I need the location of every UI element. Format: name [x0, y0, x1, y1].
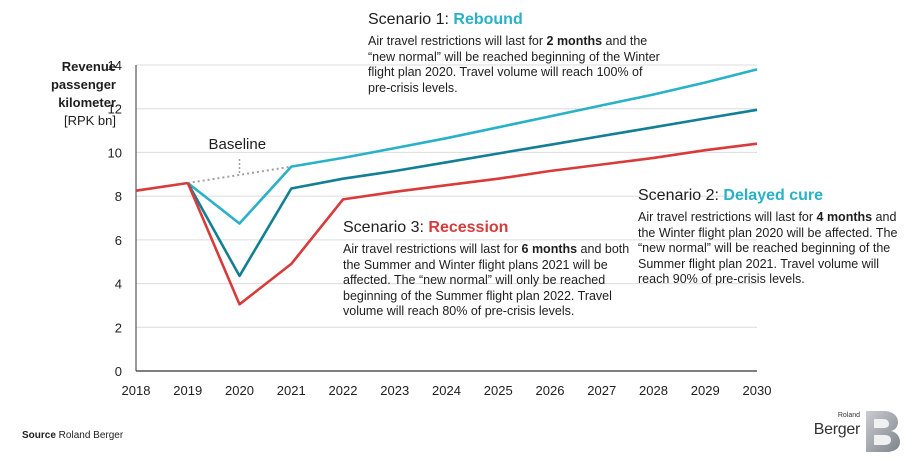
- y-axis-unit: [RPK bn]: [63, 113, 116, 128]
- scenario-2-duration: 4 months: [816, 210, 873, 224]
- y-tick-labels: 0 2 4 6 8 10 12 14: [108, 58, 122, 379]
- y-tick-2: 2: [115, 320, 122, 335]
- x-tick-2024: 2024: [432, 383, 461, 398]
- scenario-3-name: Recession: [428, 219, 509, 236]
- scenario-1-annotation: Scenario 1: Rebound Air travel restricti…: [368, 10, 668, 96]
- grid: [135, 64, 757, 372]
- y-axis-label-line-1: Revenue: [61, 59, 116, 74]
- scenario-1-name: Rebound: [453, 11, 523, 28]
- x-tick-2030: 2030: [743, 383, 772, 398]
- scenario-2-text: Air travel restrictions will last for 4 …: [638, 210, 908, 288]
- scenario-2-name: Delayed cure: [723, 187, 823, 204]
- roland-berger-logo: Roland Berger: [814, 409, 908, 453]
- scenario-2-text-b: and the Winter flight plan 2020 will be …: [638, 210, 898, 286]
- source-label: Source: [22, 430, 56, 441]
- x-tick-labels: 2018 2019 2020 2021 2022 2023 2024 2025 2026 2027…: [122, 383, 772, 398]
- scenario-2-prefix: Scenario 2:: [638, 187, 724, 204]
- scenario-1-text-a: Air travel restrictions will last for: [368, 34, 547, 48]
- x-tick-2026: 2026: [536, 383, 565, 398]
- y-tick-14: 14: [108, 58, 122, 73]
- series-recession-line: [186, 142, 758, 306]
- y-tick-6: 6: [115, 233, 122, 248]
- scenario-2-heading: Scenario 2: Delayed cure: [638, 186, 908, 206]
- x-tick-2029: 2029: [691, 383, 720, 398]
- logo-text-small: Roland: [837, 412, 860, 419]
- x-tick-2023: 2023: [380, 383, 409, 398]
- series-history-line: [135, 181, 188, 192]
- series-delayed-line: [186, 108, 758, 278]
- scenario-2-annotation: Scenario 2: Delayed cure Air travel rest…: [638, 186, 908, 288]
- x-tick-2020: 2020: [225, 383, 254, 398]
- y-axis-label-line-2: passenger: [50, 77, 116, 92]
- scenario-3-prefix: Scenario 3:: [343, 219, 429, 236]
- y-tick-4: 4: [115, 277, 122, 292]
- scenario-3-heading: Scenario 3: Recession: [343, 218, 633, 238]
- scenario-3-annotation: Scenario 3: Recession Air travel restric…: [343, 218, 633, 320]
- y-axis-label-line-3: kilometer: [58, 95, 116, 110]
- x-tick-2019: 2019: [173, 383, 202, 398]
- series-rebound-line: [186, 68, 758, 225]
- y-tick-8: 8: [115, 189, 122, 204]
- scenario-3-text: Air travel restrictions will last for 6 …: [343, 242, 633, 320]
- y-tick-10: 10: [108, 145, 122, 160]
- logo-text-big: Berger: [813, 421, 861, 438]
- x-tick-2025: 2025: [484, 383, 513, 398]
- series-lines: [135, 68, 758, 306]
- y-tick-0: 0: [115, 364, 122, 379]
- scenario-3-text-a: Air travel restrictions will last for: [343, 242, 522, 256]
- scenario-1-duration: 2 months: [546, 34, 603, 48]
- source-note: Source Roland Berger: [22, 430, 123, 441]
- x-tick-2027: 2027: [587, 383, 616, 398]
- scenario-3-text-b: and both the Summer and Winter flight pl…: [343, 242, 630, 318]
- scenario-2-text-a: Air travel restrictions will last for: [638, 210, 817, 224]
- x-tick-2028: 2028: [639, 383, 668, 398]
- baseline-label: Baseline: [209, 136, 267, 153]
- x-tick-2018: 2018: [122, 383, 151, 398]
- logo-b-mark-icon: [866, 411, 900, 452]
- scenario-1-heading: Scenario 1: Rebound: [368, 10, 668, 30]
- y-axis-label: Revenue passenger kilometer [RPK bn]: [26, 58, 116, 130]
- series-baseline-line: [187, 165, 292, 184]
- x-tick-2022: 2022: [329, 383, 358, 398]
- scenario-3-duration: 6 months: [521, 242, 578, 256]
- scenario-1-prefix: Scenario 1:: [368, 11, 454, 28]
- scenario-1-text: Air travel restrictions will last for 2 …: [368, 34, 668, 96]
- x-tick-2021: 2021: [277, 383, 306, 398]
- scenario-1-text-b: and the “new normal” will be reached beg…: [368, 34, 660, 95]
- y-tick-12: 12: [108, 102, 122, 117]
- source-text: Roland Berger: [55, 430, 124, 441]
